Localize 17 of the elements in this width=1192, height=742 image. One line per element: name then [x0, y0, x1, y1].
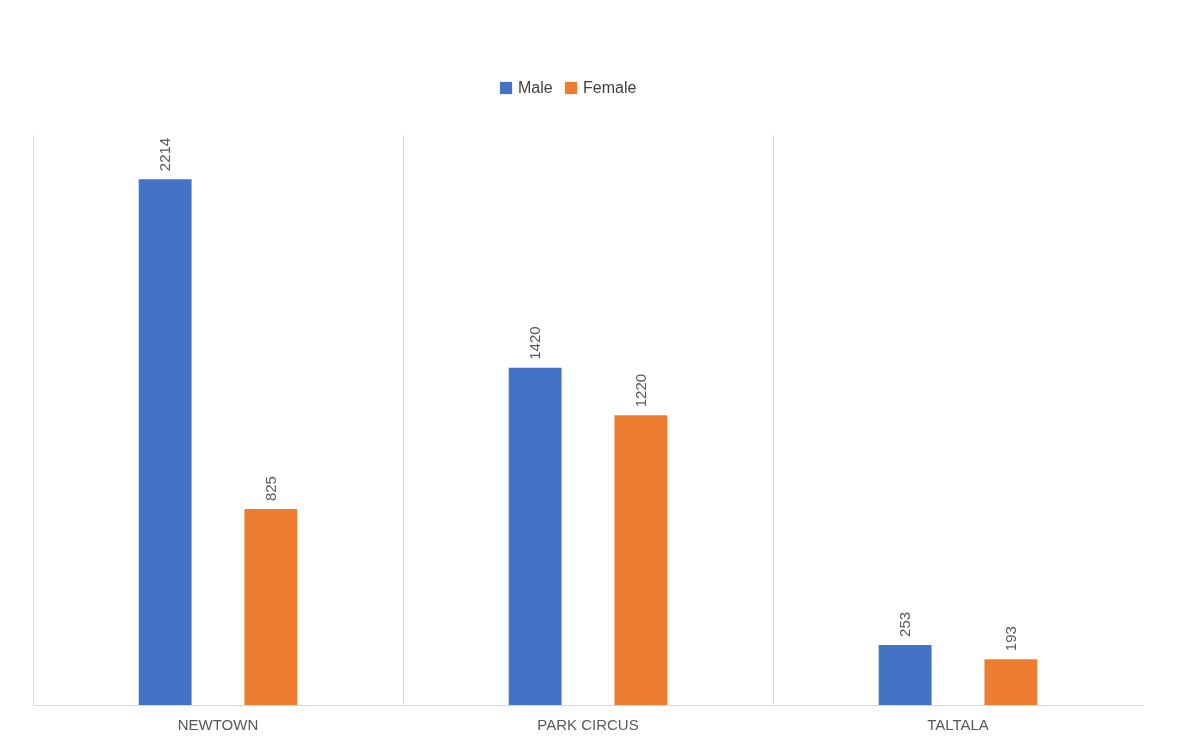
bar — [984, 659, 1038, 705]
bar — [138, 179, 192, 705]
bar — [508, 367, 562, 705]
data-label: 1420 — [526, 326, 544, 360]
x-tick-label: NEWTOWN — [177, 715, 259, 733]
data-label: 825 — [261, 476, 279, 502]
legend-label: Male — [518, 79, 553, 96]
bar — [244, 509, 298, 705]
legend-label: Female — [583, 79, 637, 96]
bar — [878, 644, 932, 705]
bar — [614, 415, 668, 705]
data-label: 253 — [896, 611, 914, 637]
x-tick-label: PARK CIRCUS — [537, 715, 639, 733]
data-label: 193 — [1001, 626, 1019, 652]
data-label: 1220 — [631, 373, 649, 408]
data-label: 2214 — [156, 137, 174, 172]
x-tick-label: TALTALA — [927, 715, 989, 733]
